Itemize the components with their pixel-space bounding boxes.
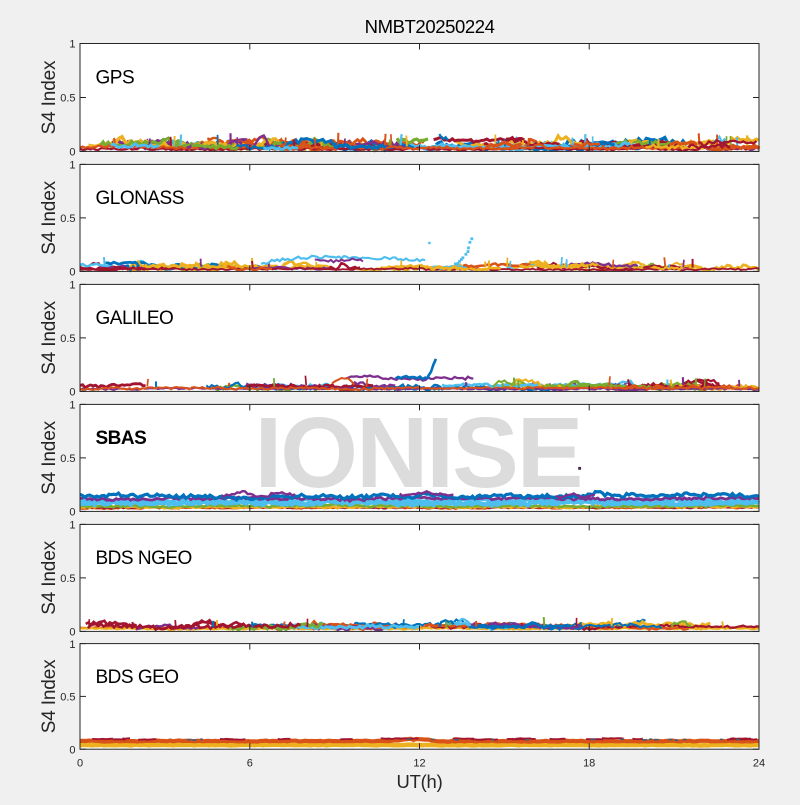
svg-text:6: 6 <box>247 758 253 770</box>
svg-text:0: 0 <box>69 387 75 399</box>
svg-text:0: 0 <box>69 507 75 519</box>
svg-text:1: 1 <box>69 39 75 51</box>
svg-text:0.5: 0.5 <box>60 573 75 585</box>
svg-text:0.5: 0.5 <box>60 213 75 225</box>
svg-text:24: 24 <box>753 758 765 770</box>
svg-text:18: 18 <box>583 758 595 770</box>
svg-text:GLONASS: GLONASS <box>96 188 184 209</box>
svg-text:0.5: 0.5 <box>60 453 75 465</box>
svg-text:BDS GEO: BDS GEO <box>96 667 179 688</box>
svg-text:1: 1 <box>69 520 75 532</box>
svg-text:S4 Index: S4 Index <box>39 659 60 733</box>
svg-text:1: 1 <box>69 639 75 651</box>
svg-text:12: 12 <box>413 758 425 770</box>
svg-text:0: 0 <box>69 744 75 756</box>
svg-text:1: 1 <box>69 280 75 292</box>
svg-text:UT(h): UT(h) <box>397 771 443 792</box>
svg-text:0: 0 <box>69 147 75 159</box>
svg-text:NMBT20250224: NMBT20250224 <box>365 16 495 37</box>
svg-text:GALILEO: GALILEO <box>96 308 174 329</box>
svg-text:S4 Index: S4 Index <box>39 180 60 254</box>
svg-text:SBAS: SBAS <box>96 428 147 449</box>
svg-text:S4 Index: S4 Index <box>39 60 60 134</box>
svg-text:IONISE: IONISE <box>255 397 582 509</box>
svg-text:S4 Index: S4 Index <box>39 420 60 494</box>
svg-text:0: 0 <box>69 627 75 639</box>
svg-text:0: 0 <box>77 758 83 770</box>
svg-text:GPS: GPS <box>96 67 135 88</box>
svg-text:1: 1 <box>69 400 75 412</box>
svg-text:0: 0 <box>69 267 75 279</box>
svg-text:BDS NGEO: BDS NGEO <box>96 548 192 569</box>
svg-text:0.5: 0.5 <box>60 93 75 105</box>
svg-text:S4 Index: S4 Index <box>39 300 60 374</box>
svg-text:0.5: 0.5 <box>60 692 75 704</box>
svg-text:1: 1 <box>69 160 75 172</box>
svg-text:0.5: 0.5 <box>60 333 75 345</box>
svg-text:S4 Index: S4 Index <box>39 540 60 614</box>
